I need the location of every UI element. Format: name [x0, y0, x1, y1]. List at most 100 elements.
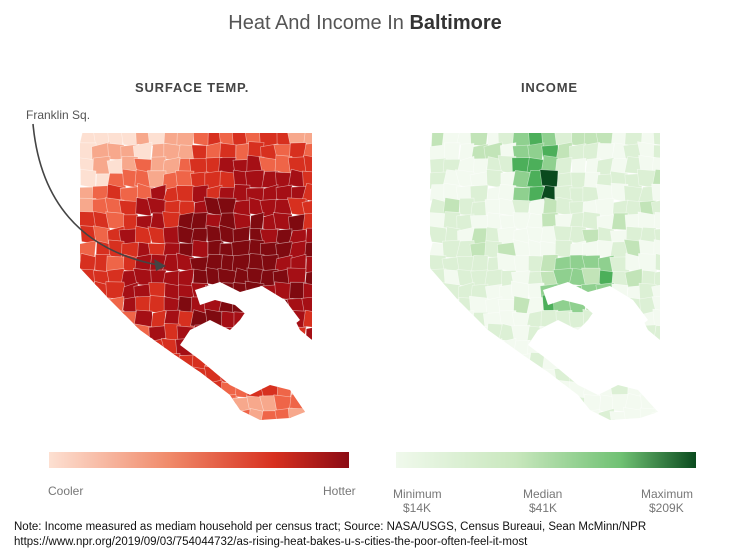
census-tract — [430, 365, 447, 385]
census-tract — [442, 382, 462, 401]
census-tract — [624, 367, 643, 385]
census-tract — [203, 338, 224, 357]
census-tract — [137, 380, 155, 399]
census-tract — [133, 337, 153, 359]
census-tract — [288, 337, 307, 357]
annotation-arrowhead — [154, 259, 166, 271]
census-tract — [471, 255, 489, 273]
census-tract — [484, 338, 503, 360]
income-legend-bar — [396, 452, 696, 468]
title-city: Baltimore — [409, 12, 502, 34]
census-tract — [192, 340, 209, 358]
census-tract — [92, 313, 112, 332]
census-tract — [569, 325, 588, 345]
census-tract — [471, 410, 489, 420]
census-tract — [80, 296, 97, 317]
census-tract — [651, 366, 660, 385]
census-tract — [305, 227, 312, 245]
census-tract — [651, 411, 660, 420]
census-tract — [205, 394, 224, 414]
census-tract — [107, 366, 125, 387]
census-tract — [596, 366, 615, 385]
legend-max-value: $209K — [649, 501, 684, 515]
surface-temperature-map — [80, 133, 321, 443]
census-tract — [497, 394, 518, 413]
census-tract — [93, 421, 110, 440]
census-tract — [444, 142, 461, 161]
census-tract — [512, 365, 532, 385]
census-tract — [105, 409, 125, 420]
census-tract — [456, 337, 475, 357]
source-url[interactable]: https://www.npr.org/2019/09/03/754044732… — [14, 536, 528, 548]
census-tract — [430, 268, 447, 287]
census-tract — [540, 309, 559, 329]
census-tract — [431, 379, 448, 399]
census-tract — [541, 340, 559, 358]
census-tract — [442, 408, 463, 420]
census-tract — [653, 144, 660, 162]
census-tract — [468, 366, 489, 385]
income-map — [430, 133, 660, 440]
census-tract — [652, 133, 660, 147]
census-tract — [163, 425, 180, 443]
census-tract — [472, 354, 490, 374]
census-tract — [430, 324, 447, 343]
census-tract — [301, 395, 312, 413]
census-tract — [244, 368, 265, 385]
census-tract — [539, 325, 560, 343]
census-tract — [80, 354, 98, 372]
census-tract — [233, 353, 251, 372]
census-tract — [653, 379, 660, 399]
census-tract — [162, 226, 181, 245]
census-tract — [456, 365, 476, 385]
census-tract — [193, 407, 210, 420]
census-tract — [302, 212, 312, 231]
census-tract — [134, 366, 154, 385]
census-tract — [272, 324, 293, 343]
census-tract — [80, 168, 97, 189]
census-tract — [260, 368, 279, 387]
census-tract — [596, 143, 615, 161]
census-tract — [430, 310, 448, 329]
census-tract — [430, 295, 449, 315]
census-tract — [203, 379, 223, 401]
census-tract — [303, 421, 321, 440]
census-tract — [134, 408, 153, 420]
census-tract — [274, 407, 293, 420]
census-tract — [623, 407, 643, 420]
census-tract — [487, 423, 502, 440]
census-tract — [205, 407, 223, 420]
census-tract — [567, 352, 587, 371]
census-tract — [555, 353, 573, 371]
census-tract — [287, 326, 307, 343]
temperature-panel-title: SURFACE TEMP. — [135, 80, 250, 95]
census-tract — [444, 396, 461, 414]
census-tract — [570, 407, 587, 420]
census-tract — [218, 327, 237, 344]
census-tract — [80, 366, 97, 385]
census-tract — [441, 324, 461, 343]
census-tract — [497, 351, 518, 371]
census-tract — [80, 282, 97, 301]
census-tract — [132, 350, 153, 371]
census-tract — [655, 253, 660, 273]
census-tract — [456, 407, 476, 420]
census-tract — [90, 296, 111, 315]
title-prefix: Heat And Income In — [228, 12, 410, 34]
census-tract — [499, 407, 518, 420]
census-tract — [91, 351, 111, 371]
census-tract — [553, 409, 574, 420]
harbor-water-left — [195, 282, 300, 328]
census-tract — [637, 340, 657, 357]
census-tract — [539, 169, 559, 189]
census-tract — [107, 354, 125, 372]
census-tract — [566, 395, 587, 413]
census-tract — [193, 383, 210, 402]
census-tract — [305, 256, 312, 273]
legend-income-minimum: Minimum $14K — [393, 487, 442, 515]
legend-min-value: $14K — [403, 501, 432, 515]
legend-cooler: Cooler — [48, 484, 84, 498]
census-tract — [302, 309, 312, 329]
census-tract — [219, 421, 237, 440]
census-tract — [555, 326, 573, 345]
